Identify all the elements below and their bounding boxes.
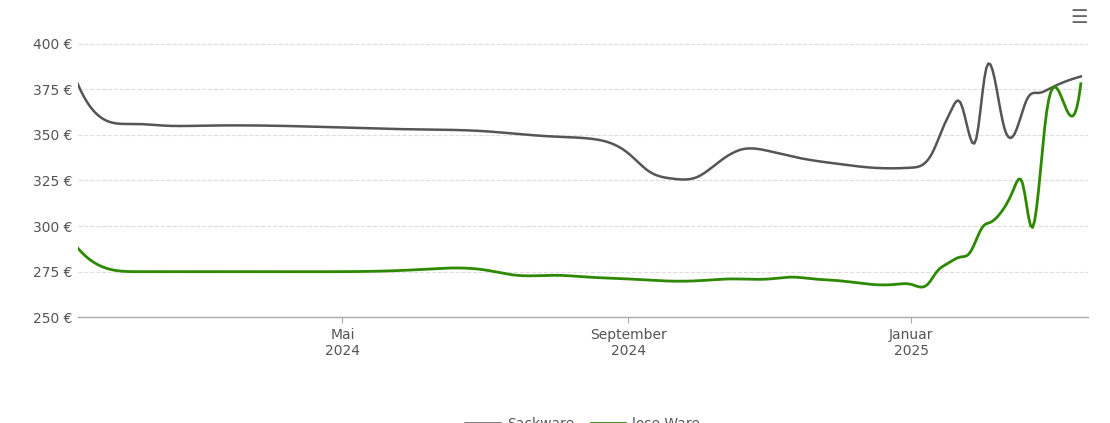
Legend: Sackware, lose Ware: Sackware, lose Ware [460,412,706,423]
Sackware [1054,81,1068,86]
Sackware [1074,74,1088,79]
Sackware [896,165,909,170]
lose Ware [1052,88,1066,93]
lose Ware [916,285,929,290]
Text: ☰: ☰ [1070,8,1088,27]
Sackware [668,176,682,181]
lose Ware [554,273,567,278]
Sackware [554,134,567,139]
lose Ware [1074,81,1088,86]
Line: lose Ware: lose Ware [78,84,1081,287]
lose Ware [894,281,907,286]
Sackware [547,134,561,139]
lose Ware [547,273,561,278]
lose Ware [668,279,682,284]
Sackware [981,61,995,66]
Sackware [676,177,689,182]
Line: Sackware: Sackware [78,63,1081,179]
lose Ware [614,276,627,281]
lose Ware [71,245,84,250]
Sackware [614,145,627,150]
Sackware [71,81,84,86]
